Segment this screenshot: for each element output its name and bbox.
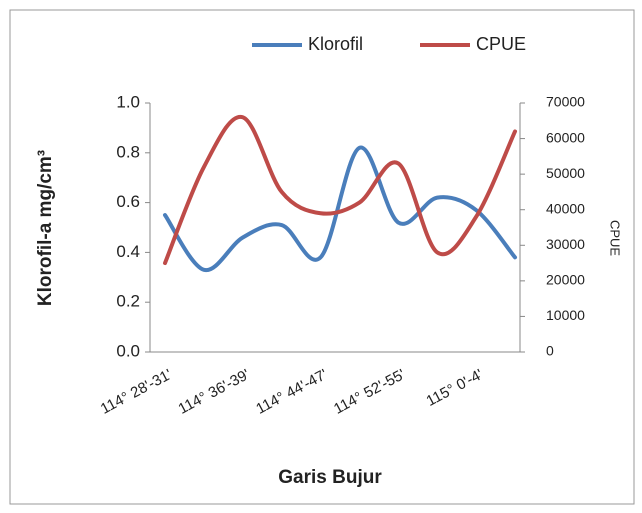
series-line	[163, 145, 517, 272]
y2-axis-label: CPUE	[608, 220, 623, 256]
frame	[9, 9, 635, 505]
y2-tick-label: 20000	[546, 272, 585, 288]
y2-tick-label: 40000	[546, 200, 585, 216]
series-line	[163, 115, 517, 266]
legend-label: CPUE	[476, 34, 526, 54]
y-tick-label: 1.0	[116, 92, 140, 111]
x-tick-label: 114° 52'-55'	[331, 366, 408, 418]
x-tick-label: 114° 28'-31'	[98, 366, 175, 418]
x-tick-label: 115° 0'-4'	[424, 366, 486, 410]
x-axis-label: Garis Bujur	[278, 467, 382, 488]
y2-tick-label: 0	[546, 343, 554, 359]
y-tick-label: 0.4	[116, 242, 140, 261]
y2-tick-label: 60000	[546, 129, 585, 145]
y-axis-label: Klorofil-a mg/cm³	[35, 150, 56, 306]
y-tick-label: 0.8	[116, 142, 140, 161]
y2-tick-label: 30000	[546, 236, 585, 252]
y-tick-label: 0.2	[116, 292, 140, 311]
legend-label: Klorofil	[308, 34, 363, 54]
y2-tick-label: 50000	[546, 165, 585, 181]
y-tick-label: 0.6	[116, 192, 140, 211]
y-tick-label: 0.0	[116, 341, 140, 360]
y2-tick-label: 10000	[546, 307, 585, 323]
x-tick-label: 114° 36'-39'	[176, 366, 253, 418]
y2-tick-label: 70000	[546, 94, 585, 110]
x-tick-label: 114° 44'-47'	[253, 366, 330, 418]
